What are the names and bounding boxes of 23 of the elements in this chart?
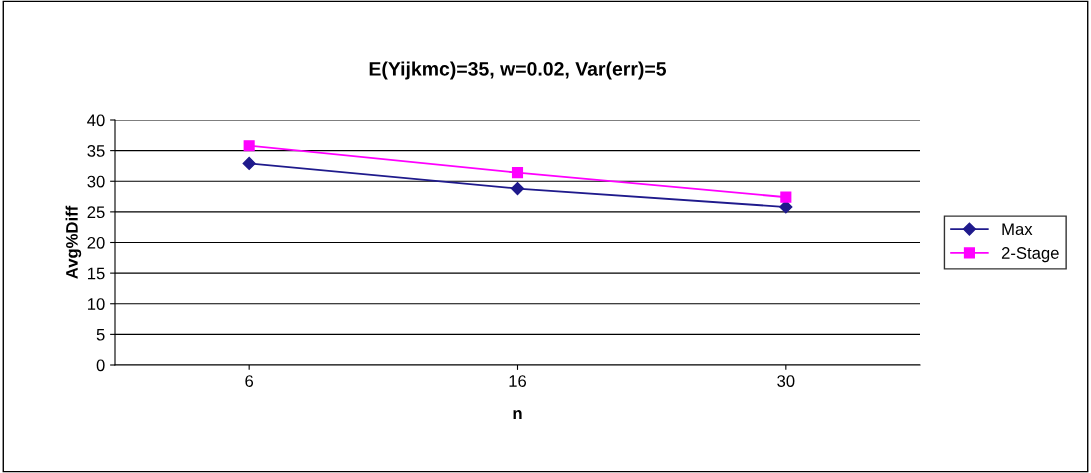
point (511, 167, 524, 179)
point (779, 200, 793, 214)
y-tick-label: 25 (87, 206, 105, 219)
y-tick-label: 0 (96, 359, 105, 372)
y-tick-label: 35 (87, 145, 105, 157)
legend-label: 2-Stage (1001, 247, 1059, 263)
chart-title: E(Yijkmc)=35, w=0.02, Var(err)=5 (369, 61, 667, 80)
point (243, 140, 255, 152)
point (242, 156, 256, 171)
point (780, 191, 792, 203)
x-tick-label: 30 (777, 375, 795, 387)
legend-label: Max (1002, 223, 1033, 236)
x-tick-label: 16 (509, 375, 527, 387)
y-tick-label: 10 (88, 298, 105, 310)
y-axis-title: Avg%Diff (65, 205, 82, 279)
y-tick-label: 15 (88, 267, 105, 280)
y-tick-label: 40 (87, 114, 105, 127)
x-axis-title: n (513, 410, 522, 419)
y-tick-label: 30 (87, 175, 105, 188)
y-tick-label: 5 (96, 328, 105, 341)
point (510, 182, 525, 196)
y-tick-label: 20 (87, 236, 105, 249)
x-tick-label: 6 (245, 375, 254, 387)
